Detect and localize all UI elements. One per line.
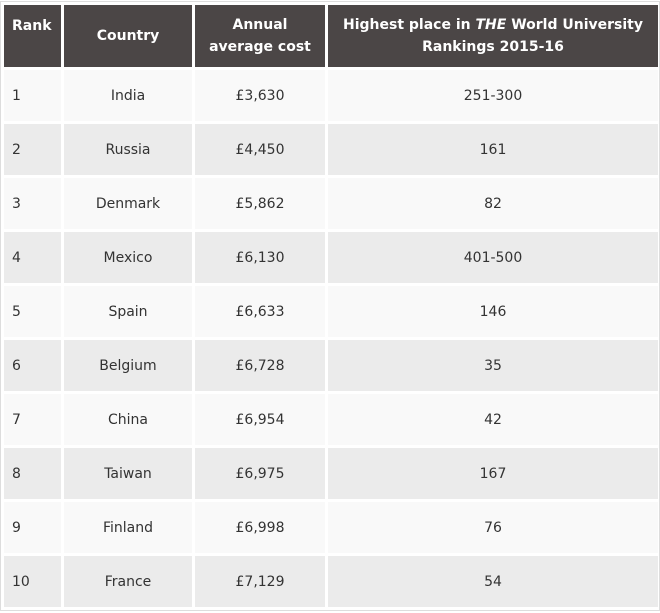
table-cell: 9	[4, 502, 61, 553]
table-cell: 82	[328, 178, 658, 229]
header-text: Highest place in THE World University Ra…	[334, 14, 652, 58]
header-text-part: World University Rankings 2015-16	[422, 17, 643, 55]
table-cell: Taiwan	[64, 448, 192, 499]
table-cell: 167	[328, 448, 658, 499]
header-cell: Country	[64, 5, 192, 67]
table-cell: Spain	[64, 286, 192, 337]
table-cell: 146	[328, 286, 658, 337]
table-cell: 8	[4, 448, 61, 499]
table-cell: Russia	[64, 124, 192, 175]
table-cell: 161	[328, 124, 658, 175]
table-cell: 6	[4, 340, 61, 391]
header-text-italic: THE	[475, 17, 507, 33]
table-cell: £3,630	[195, 70, 325, 121]
header-cell: Annual average cost	[195, 5, 325, 67]
table-cell: India	[64, 70, 192, 121]
table-cell: 1	[4, 70, 61, 121]
header-text-part: Highest place in	[343, 17, 471, 33]
table-cell: £4,450	[195, 124, 325, 175]
table-cell: £6,954	[195, 394, 325, 445]
table-cell: 401-500	[328, 232, 658, 283]
table-cell: Belgium	[64, 340, 192, 391]
table-cell: Mexico	[64, 232, 192, 283]
header-cell: Highest place in THE World University Ra…	[328, 5, 658, 67]
header-cell: Rank	[4, 5, 61, 67]
table-cell: £6,728	[195, 340, 325, 391]
table-cell: 4	[4, 232, 61, 283]
table-cell: 5	[4, 286, 61, 337]
table-cell: 251-300	[328, 70, 658, 121]
table-cell: 3	[4, 178, 61, 229]
table-cell: France	[64, 556, 192, 607]
table-cell: £7,129	[195, 556, 325, 607]
table-cell: 42	[328, 394, 658, 445]
table-cell: £5,862	[195, 178, 325, 229]
table-cell: £6,975	[195, 448, 325, 499]
table-cell: 35	[328, 340, 658, 391]
table-cell: 54	[328, 556, 658, 607]
table-cell: 76	[328, 502, 658, 553]
table-cell: £6,633	[195, 286, 325, 337]
table-cell: 10	[4, 556, 61, 607]
table-cell: £6,998	[195, 502, 325, 553]
table-cell: 7	[4, 394, 61, 445]
table-cell: £6,130	[195, 232, 325, 283]
table-cell: China	[64, 394, 192, 445]
table-cell: Finland	[64, 502, 192, 553]
table-cell: 2	[4, 124, 61, 175]
table-cell: Denmark	[64, 178, 192, 229]
